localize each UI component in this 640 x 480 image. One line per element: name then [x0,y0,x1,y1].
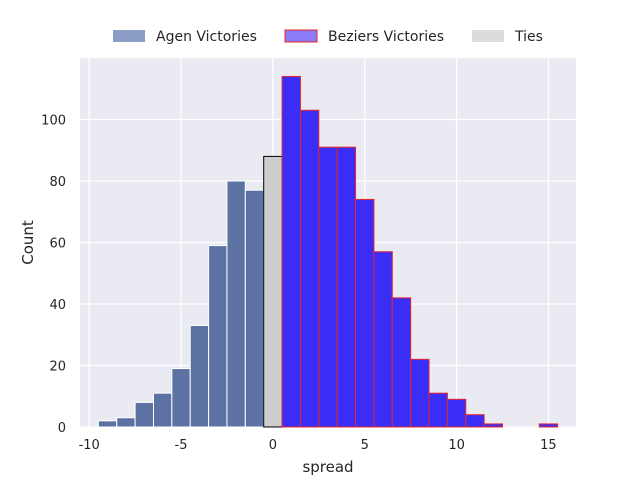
x-tick-label: 5 [361,438,369,453]
bar [263,155,283,428]
bar [97,420,118,428]
legend-swatch [284,29,318,43]
bar [336,146,357,428]
legend-swatch [113,30,145,42]
legend-label: Ties [514,29,543,45]
bar [446,398,467,428]
bar [189,325,210,428]
bar [134,401,154,428]
bar [318,146,338,428]
bar [391,297,412,428]
x-tick-label: 10 [448,438,465,453]
x-tick-label: 0 [269,438,277,453]
x-tick-label: -5 [175,438,188,453]
bar [410,358,430,428]
bar [152,392,173,428]
y-tick-label: 0 [58,421,66,436]
legend-label: Agen Victories [156,29,257,45]
bar [465,414,485,428]
y-axis-label: Count [19,220,37,265]
bar [281,75,301,428]
bar [171,368,191,428]
y-tick-labels: 0 20 40 60 80 100 [41,114,66,437]
bar [116,417,136,428]
bar [299,109,320,428]
bar [355,198,375,428]
legend: Agen Victories Beziers Victories Ties [113,29,543,45]
x-axis-label: spread [302,458,353,476]
y-tick-label: 80 [49,175,66,190]
bar [244,189,265,428]
bars [97,75,559,428]
y-tick-label: 100 [41,114,66,129]
y-tick-label: 60 [49,237,66,252]
x-tick-label: 15 [540,438,557,453]
y-tick-label: 40 [49,298,66,313]
bar [373,251,393,428]
bar [483,423,504,428]
y-tick-label: 20 [49,360,66,375]
bar [428,392,448,428]
bar [226,180,246,428]
x-tick-labels: -10 -5 0 5 10 15 [79,438,557,453]
bar [538,423,559,428]
bar [208,245,228,428]
legend-swatch [472,30,504,42]
legend-label: Beziers Victories [328,29,444,45]
x-tick-label: -10 [79,438,100,453]
